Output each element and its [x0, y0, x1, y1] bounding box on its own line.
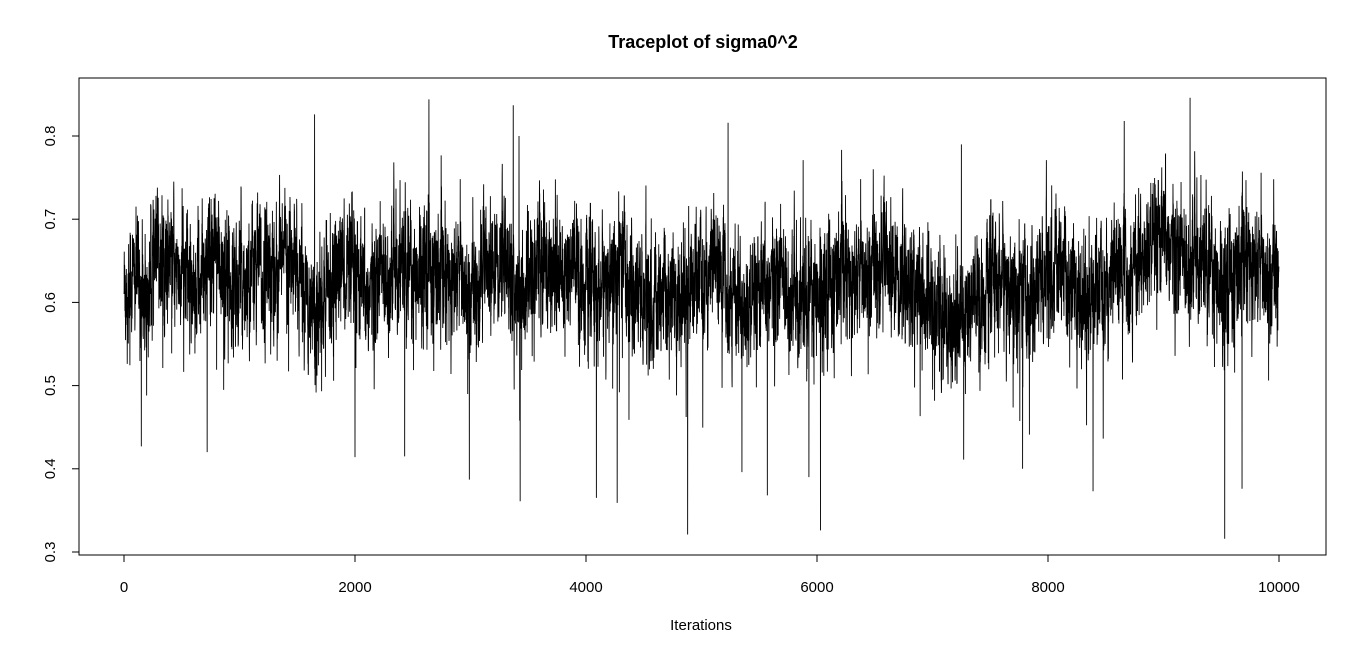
- x-tick-label: 8000: [1031, 579, 1064, 596]
- chart-title: Traceplot of sigma0^2: [608, 32, 798, 52]
- y-tick-label: 0.6: [42, 292, 59, 313]
- x-tick-label: 6000: [800, 579, 833, 596]
- y-axis: 0.3 0.4 0.5 0.6 0.7 0.8: [42, 126, 80, 563]
- y-tick-label: 0.3: [42, 542, 59, 563]
- x-axis: 0 2000 4000 6000 8000 10000: [120, 554, 1300, 596]
- x-axis-label: Iterations: [670, 617, 732, 634]
- x-tick-label: 4000: [569, 579, 602, 596]
- x-tick-label: 0: [120, 579, 128, 596]
- y-tick-label: 0.5: [42, 375, 59, 396]
- y-tick-label: 0.7: [42, 209, 59, 230]
- y-tick-label: 0.8: [42, 126, 59, 147]
- trace-path: [123, 97, 1280, 539]
- x-tick-label: 10000: [1258, 579, 1300, 596]
- x-tick-label: 2000: [338, 579, 371, 596]
- trace-line: [123, 97, 1280, 539]
- y-tick-label: 0.4: [42, 458, 59, 479]
